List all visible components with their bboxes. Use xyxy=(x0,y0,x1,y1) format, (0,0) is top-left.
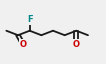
Text: O: O xyxy=(20,40,27,49)
Text: F: F xyxy=(27,15,33,24)
Text: O: O xyxy=(73,40,80,49)
